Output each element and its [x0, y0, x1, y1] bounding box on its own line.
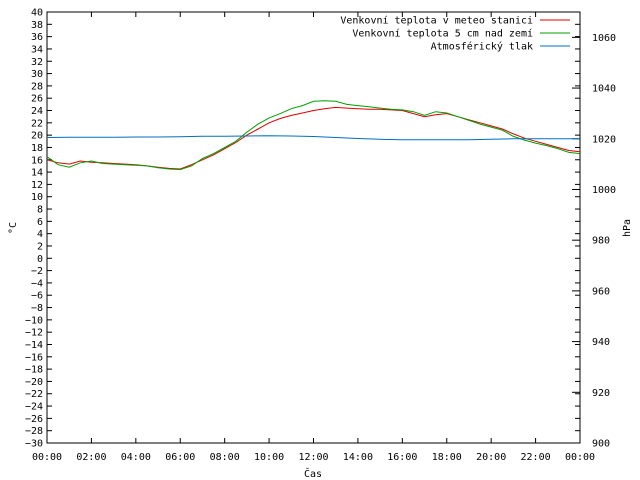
y2-tick-label: 1020: [592, 134, 616, 145]
y-tick-label: −4: [31, 278, 43, 289]
y-tick-label: −8: [31, 303, 43, 314]
x-axis-label: Čas: [304, 467, 322, 480]
series-line-0: [46, 106, 581, 170]
y-tick-label: 26: [31, 94, 43, 105]
y-tick-label: 34: [31, 44, 43, 55]
y2-tick-label: 1060: [592, 33, 616, 44]
y-tick-label: −2: [31, 266, 43, 277]
y-tick-label: 32: [31, 57, 43, 68]
y-tick-label: 4: [37, 229, 43, 240]
x-tick-label: 06:00: [165, 452, 195, 463]
y-axis-label: °C: [8, 222, 19, 234]
y-tick-label: −28: [25, 426, 43, 437]
x-tick-label: 12:00: [298, 452, 328, 463]
series-lines: [46, 100, 581, 171]
y-tick-label: −30: [25, 439, 43, 450]
x-tick-label: 20:00: [476, 452, 506, 463]
y2-tick-label: 920: [592, 388, 610, 399]
y2-tick-label: 1040: [592, 84, 616, 95]
y-axis-ticks: −30−28−26−24−22−20−18−16−14−12−10−8−6−4−…: [25, 8, 580, 450]
x-tick-label: 04:00: [121, 452, 151, 463]
x-axis-ticks: 00:00 02:00 04:00 06:00 08:00 10:00 12:00 14:00…: [32, 12, 595, 463]
y-tick-label: −14: [25, 340, 43, 351]
y-tick-label: 2: [37, 241, 43, 252]
y-tick-label: 28: [31, 81, 43, 92]
y-tick-label: −24: [25, 402, 43, 413]
plot-frame: [46, 11, 581, 444]
x-tick-label: 22:00: [521, 452, 551, 463]
y-tick-label: 12: [31, 180, 43, 191]
y-tick-label: 40: [31, 8, 43, 19]
y2-tick-label: 1000: [592, 185, 616, 196]
series-line-2: [46, 135, 580, 141]
y-tick-label: 36: [31, 32, 43, 43]
x-tick-label: 18:00: [432, 452, 462, 463]
y-tick-label: −12: [25, 328, 43, 339]
y2-tick-label: 900: [592, 439, 610, 450]
y-tick-label: −20: [25, 377, 43, 388]
y2-axis-label: hPa: [622, 219, 633, 237]
y-tick-label: 22: [31, 118, 43, 129]
y-tick-label: 24: [31, 106, 43, 117]
y2-tick-label: 940: [592, 337, 610, 348]
y-tick-label: 0: [37, 254, 43, 265]
y-tick-label: 16: [31, 155, 43, 166]
y-tick-label: −10: [25, 315, 43, 326]
legend-label: Venkovní teplota v meteo stanici: [340, 15, 533, 27]
y-tick-label: 14: [31, 168, 43, 179]
y-tick-label: 20: [31, 131, 43, 142]
x-tick-label: 00:00: [565, 452, 595, 463]
y2-axis-ticks: 900 920 940 960 980 1000 1020 1040 1060: [572, 33, 616, 450]
y-tick-label: −16: [25, 352, 43, 363]
x-tick-label: 16:00: [387, 452, 417, 463]
x-tick-label: 14:00: [343, 452, 373, 463]
legend-label: Atmosférický tlak: [431, 41, 533, 53]
legend-label: Venkovní teplota 5 cm nad zemí: [352, 28, 533, 40]
series-line-1: [46, 100, 581, 171]
legend: Venkovní teplota v meteo staniciVenkovní…: [340, 15, 570, 53]
y-tick-label: 6: [37, 217, 43, 228]
y2-tick-label: 960: [592, 286, 610, 297]
y-tick-label: 8: [37, 205, 43, 216]
y-tick-label: −22: [25, 389, 43, 400]
x-tick-label: 00:00: [32, 452, 62, 463]
y-tick-label: −18: [25, 365, 43, 376]
y-tick-label: 30: [31, 69, 43, 80]
y-tick-label: 38: [31, 20, 43, 31]
x-tick-label: 10:00: [254, 452, 284, 463]
y-tick-label: −26: [25, 414, 43, 425]
y-tick-label: 10: [31, 192, 43, 203]
x-tick-label: 02:00: [76, 452, 106, 463]
y-tick-label: 18: [31, 143, 43, 154]
y-tick-label: −6: [31, 291, 43, 302]
x-tick-label: 08:00: [210, 452, 240, 463]
y2-tick-label: 980: [592, 236, 610, 247]
